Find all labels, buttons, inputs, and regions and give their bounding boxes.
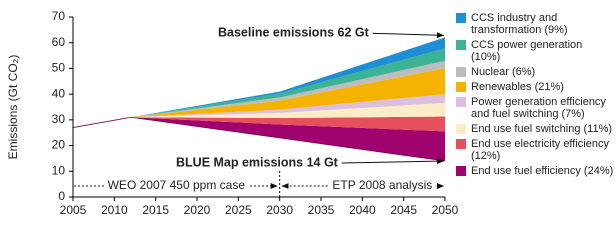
legend-swatch bbox=[456, 97, 466, 107]
legend-swatch bbox=[456, 67, 466, 77]
annotation: ETP 2008 analysis bbox=[332, 178, 432, 192]
legend-swatch bbox=[456, 166, 466, 176]
legend-label: Nuclear (6%) bbox=[471, 66, 536, 78]
legend-swatch bbox=[456, 13, 466, 23]
y-tick-label: 60 bbox=[52, 35, 66, 49]
legend: CCS industry and transformation (9%) CCS … bbox=[456, 12, 614, 180]
label-bg bbox=[329, 178, 436, 193]
y-tick-label: 0 bbox=[58, 189, 65, 203]
x-tick-label: 2030 bbox=[266, 203, 293, 217]
y-tick-label: 30 bbox=[52, 112, 66, 126]
legend-swatch bbox=[456, 124, 466, 134]
x-tick-label: 2045 bbox=[390, 203, 417, 217]
legend-label: CCS industry and transformation (9%) bbox=[471, 12, 568, 36]
legend-label: End use fuel switching (11%) bbox=[471, 123, 613, 135]
area bbox=[73, 94, 445, 128]
legend-swatch bbox=[456, 40, 466, 50]
legend-item: Power generation efficiency and fuel swi… bbox=[456, 96, 614, 120]
label-bg bbox=[104, 178, 249, 193]
y-axis-label: Emissions (Gt CO₂) bbox=[6, 55, 20, 160]
annotation-arrow bbox=[372, 32, 445, 39]
legend-item: End use fuel switching (11%) bbox=[456, 123, 614, 135]
x-tick-label: 2025 bbox=[225, 203, 252, 217]
legend-label: End use electricity efficiency (12%) bbox=[471, 138, 609, 162]
annotation-arrow bbox=[341, 158, 445, 165]
area bbox=[73, 68, 445, 128]
x-tick-label: 2015 bbox=[142, 203, 169, 217]
x-tick-label: 2050 bbox=[432, 203, 459, 217]
legend-item: End use fuel efficiency (24%) bbox=[456, 165, 614, 177]
y-tick-label: 50 bbox=[52, 61, 66, 75]
blue-map-line bbox=[72, 116, 446, 162]
legend-swatch bbox=[456, 139, 466, 149]
legend-swatch bbox=[456, 82, 466, 92]
x-tick-label: 2040 bbox=[349, 203, 376, 217]
legend-item: CCS power generation (10%) bbox=[456, 39, 614, 63]
legend-item: Renewables (21%) bbox=[456, 81, 614, 93]
legend-label: Renewables (21%) bbox=[471, 81, 564, 93]
y-tick-label: 70 bbox=[52, 9, 66, 23]
y-tick-label: 20 bbox=[52, 138, 66, 152]
legend-label: CCS power generation (10%) bbox=[471, 39, 583, 63]
x-tick-label: 2020 bbox=[184, 203, 211, 217]
legend-label: Power generation efficiency and fuel swi… bbox=[471, 96, 606, 120]
x-tick-label: 2005 bbox=[60, 203, 87, 217]
legend-item: Nuclear (6%) bbox=[456, 66, 614, 78]
x-tick-label: 2035 bbox=[308, 203, 335, 217]
legend-label: End use fuel efficiency (24%) bbox=[471, 165, 614, 177]
area bbox=[73, 117, 445, 161]
legend-item: End use electricity efficiency (12%) bbox=[456, 138, 614, 162]
area bbox=[73, 116, 445, 132]
x-tick-label: 2010 bbox=[101, 203, 128, 217]
annotation: BLUE Map emissions 14 Gt bbox=[176, 155, 339, 169]
area bbox=[73, 102, 445, 128]
annotation: Baseline emissions 62 Gt bbox=[218, 26, 370, 40]
y-tick-label: 40 bbox=[52, 86, 66, 100]
legend-item: CCS industry and transformation (9%) bbox=[456, 12, 614, 36]
annotation: WEO 2007 450 ppm case bbox=[108, 178, 246, 192]
y-tick-label: 10 bbox=[52, 163, 66, 177]
